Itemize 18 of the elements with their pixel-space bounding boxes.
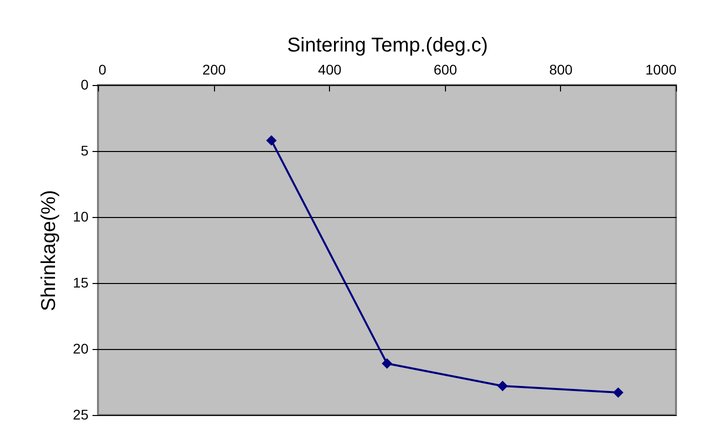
y-tick-label: 0: [80, 76, 89, 92]
y-tick-label: 15: [72, 274, 89, 290]
y-tick-label: 10: [72, 208, 89, 224]
x-tick-label: 200: [202, 62, 226, 78]
x-tick-label: 800: [549, 62, 573, 78]
y-tick-label: 25: [72, 406, 89, 422]
point: [382, 358, 392, 369]
y-tick-label: 5: [80, 142, 89, 158]
y-axis-title: Shrinkage(%): [38, 190, 60, 312]
point: [266, 135, 277, 146]
point: [497, 380, 508, 392]
x-axis-title: Sintering Temp.(deg.c): [287, 34, 488, 56]
y-tick-label: 20: [72, 340, 89, 356]
x-tick-label: 0: [98, 62, 106, 78]
x-tick-label: 400: [318, 62, 342, 78]
x-tick-label: 600: [434, 62, 458, 78]
point: [612, 387, 624, 398]
x-tick-label: 1000: [645, 62, 677, 78]
